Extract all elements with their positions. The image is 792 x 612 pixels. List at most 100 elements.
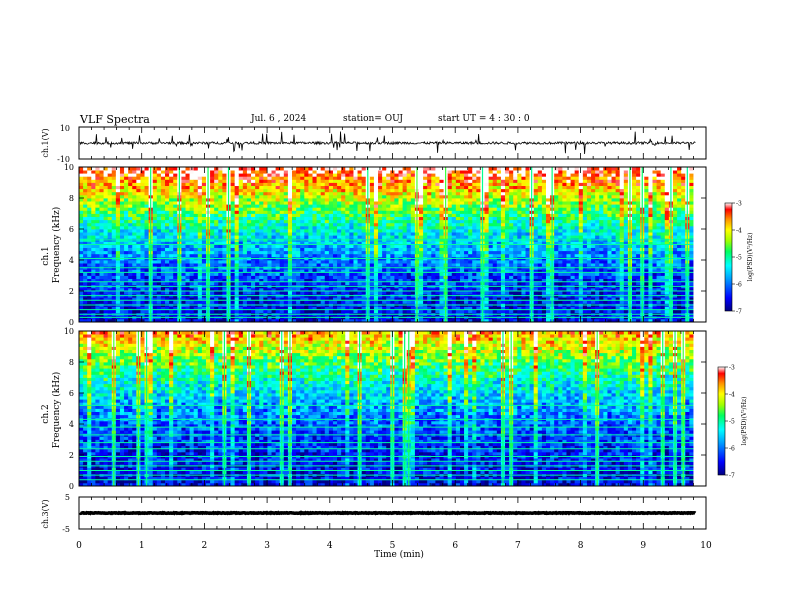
spectrogram-cell [189,253,195,258]
spectrogram-cell [459,204,465,208]
spectrogram-cell [468,182,473,186]
spectrogram-cell [128,306,133,310]
spectrogram-cell [447,269,453,273]
spectrogram-cell [152,207,158,211]
spectrogram-cell [234,244,240,248]
spectrogram-cell [218,278,223,283]
spectrogram-cell [419,222,424,227]
spectrogram-cell [439,297,444,301]
spectrogram-cell [292,278,297,283]
spectrogram-cell [103,232,109,236]
spectrogram-cell [214,225,219,230]
spectrogram-cell [234,167,240,171]
spectrogram-cell [99,201,104,205]
spectrogram-cell [390,179,395,183]
spectrogram-cell [201,191,207,196]
spectrogram-cell [144,272,150,276]
spectrogram-cell [296,300,301,304]
spectrogram-cell [103,281,109,286]
spectrogram-cell [345,275,350,279]
spectrogram-cell [132,198,137,202]
spectrogram-cell [242,216,248,221]
spectrogram-cell [353,176,358,180]
spectrogram-cell [83,306,88,310]
spectrogram-cell [423,318,428,323]
spectrogram-cell [312,185,317,190]
spectrogram-cell [312,182,317,186]
spectrogram-cell [320,194,326,199]
spectrogram-cell [320,185,326,190]
spectrogram-cell [214,204,219,208]
spectrogram-cell [410,291,416,295]
spectrogram-cell [95,225,100,230]
spectrogram-cell [464,167,469,171]
spectrogram-cell [91,216,96,221]
spectrogram-cell [455,222,461,227]
spectrogram-cell [230,213,236,217]
spectrogram-cell [287,201,293,205]
spectrogram-cell [472,291,477,295]
spectrogram-cell [111,204,117,208]
spectrogram-cell [87,210,92,214]
spectrogram-cell [275,198,281,202]
spectrogram-cell [451,173,457,177]
spectrogram-cell [271,176,277,180]
spectrogram-cell [140,253,145,258]
spectrogram-cell [398,287,404,292]
spectrogram-cell [246,216,252,221]
spectrogram-cell [111,300,117,304]
spectrogram-cell [419,260,424,264]
spectrogram-cell [304,167,309,171]
spectrogram-cell [484,318,490,323]
spectrogram-cell [382,194,387,199]
spectrogram-cell [394,269,399,273]
spectrogram-cell [242,300,248,304]
spectrogram-cell [181,287,186,292]
spectrogram-cell [361,241,367,245]
spectrogram-cell [451,176,457,180]
spectrogram-cell [169,272,174,276]
spectrogram-cell [439,318,444,323]
spectrogram-cell [201,260,207,264]
spectrogram-cell [79,241,84,245]
spectrogram-cell [406,269,412,273]
spectrogram-cell [410,201,416,205]
spectrogram-cell [173,306,178,310]
spectrogram-cell [296,185,301,190]
spectrogram-cell [152,272,158,276]
spectrogram-cell [357,287,363,292]
spectrogram-cell [455,173,461,177]
spectrogram-cell [279,287,285,292]
spectrogram-cell [255,225,260,230]
spectrogram-cell [99,244,104,248]
spectrogram-cell [402,213,408,217]
spectrogram-cell [382,275,387,279]
spectrogram-cell [369,300,375,304]
spectrogram-cell [83,170,88,174]
spectrogram-cell [156,247,162,252]
spectrogram-cell [468,210,473,214]
spectrogram-cell [185,263,191,267]
spectrogram-cell [361,191,367,196]
spectrogram-cell [423,287,428,292]
spectrogram-cell [87,269,92,273]
spectrogram-cell [476,207,481,211]
spectrogram-cell [111,213,117,217]
spectrogram-cell [189,306,195,310]
spectrogram-cell [410,260,416,264]
spectrogram-cell [435,250,440,255]
spectrogram-cell [197,176,203,180]
spectrogram-cell [238,176,244,180]
spectrogram-cell [390,275,395,279]
spectrogram-cell [210,244,215,248]
spectrogram-cell [386,297,391,301]
spectrogram-cell [165,170,170,174]
spectrogram-cell [447,191,453,196]
spectrogram-cell [201,179,207,183]
spectrogram-cell [87,232,92,236]
spectrogram-cell [369,198,375,202]
spectrogram-cell [312,210,317,214]
spectrogram-cell [152,281,158,286]
spectrogram-cell [398,232,404,236]
spectrogram-cell [296,297,301,301]
